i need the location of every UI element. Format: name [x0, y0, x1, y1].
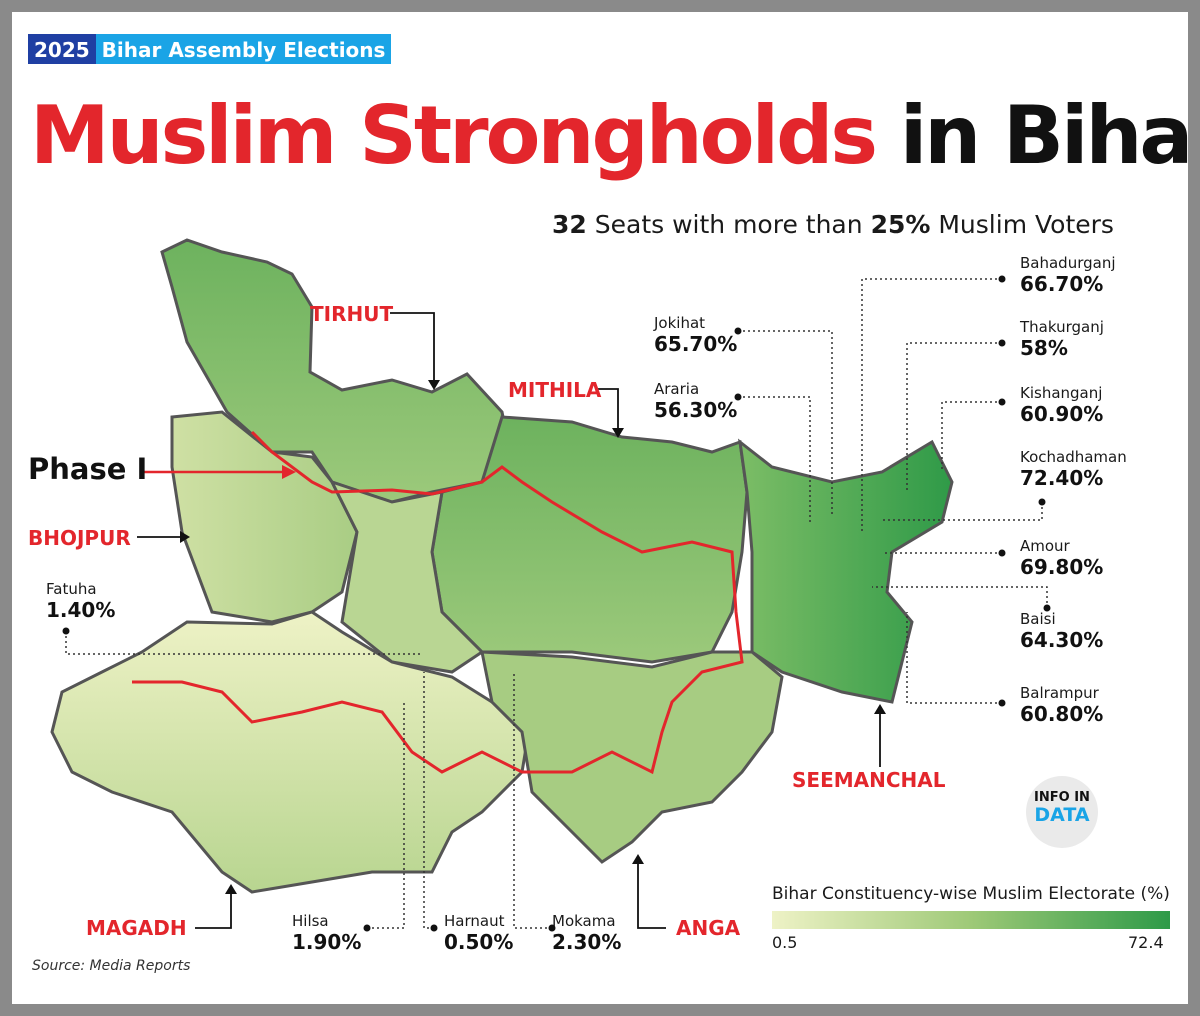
legend-title: Bihar Constituency-wise Muslim Electorat… — [772, 884, 1170, 904]
region-label-anga: ANGA — [676, 916, 741, 940]
subtitle-pct: 25% — [870, 210, 931, 239]
arrow-anga — [637, 862, 666, 929]
callout-name: Kochadhaman — [1020, 448, 1127, 466]
callout-value: 60.90% — [1020, 402, 1104, 426]
callout-name: Bahadurganj — [1020, 254, 1116, 272]
callout-araria: Araria 56.30% — [654, 380, 737, 422]
leader-thakurganj — [906, 342, 1002, 492]
logo-bottom-text: DATA — [1034, 804, 1090, 826]
anga-region — [480, 650, 784, 864]
callout-name: Kishanganj — [1020, 384, 1103, 402]
callout-mokama: Mokama 2.30% — [552, 912, 621, 954]
title-black-part: in Bihar — [899, 89, 1188, 182]
arrow-heads — [180, 380, 886, 894]
callout-value: 65.70% — [654, 332, 738, 356]
leader-fatuha — [65, 631, 422, 655]
arrow-tirhut — [390, 312, 435, 382]
callout-fatuha: Fatuha 1.40% — [46, 580, 115, 622]
callout-amour: Amour 69.80% — [1020, 537, 1103, 579]
callout-value: 56.30% — [654, 398, 738, 422]
callout-name: Balrampur — [1020, 684, 1099, 702]
badge-year: 2025 — [28, 34, 96, 64]
callout-name: Fatuha — [46, 580, 97, 598]
subtitle: 32 Seats with more than 25% Muslim Voter… — [552, 210, 1114, 239]
source-note: Source: Media Reports — [32, 958, 191, 974]
callout-kishanganj: Kishanganj 60.90% — [1020, 384, 1103, 426]
phase-label: Phase I — [28, 452, 148, 486]
subtitle-post: Muslim Voters — [938, 210, 1114, 239]
callout-harnaut: Harnaut 0.50% — [444, 912, 513, 954]
callout-name: Hilsa — [292, 912, 329, 930]
subtitle-count: 32 — [552, 210, 587, 239]
callout-bahadurganj: Bahadurganj 66.70% — [1020, 254, 1116, 296]
callout-name: Araria — [654, 380, 700, 398]
page-title: Muslim Strongholds in Bihar — [30, 86, 1188, 186]
arrow-mithila — [598, 388, 619, 430]
leader-araria — [738, 396, 811, 522]
leader-kishanganj — [941, 401, 1002, 472]
region-label-mithila: MITHILA — [508, 378, 602, 402]
callout-value: 58% — [1020, 336, 1068, 360]
callout-value: 72.40% — [1020, 466, 1104, 490]
callout-value: 66.70% — [1020, 272, 1104, 296]
leader-lines — [65, 278, 1048, 929]
leader-jokihat — [738, 330, 833, 517]
subtitle-pre: Seats with more than — [594, 210, 863, 239]
infographic-frame: 2025 Bihar Assembly Elections Muslim Str… — [12, 12, 1188, 1004]
legend-max-label: 72.4 — [1128, 933, 1164, 952]
region-arrows — [137, 312, 881, 929]
bihar-map — [50, 238, 1051, 932]
callout-thakurganj: Thakurganj 58% — [1020, 318, 1104, 360]
badge-text: Bihar Assembly Elections — [95, 34, 392, 64]
logo-top-text: INFO IN — [1034, 790, 1090, 805]
legend-color-bar — [772, 911, 1170, 929]
callout-value: 0.50% — [444, 930, 514, 954]
callout-hilsa: Hilsa 1.90% — [292, 912, 361, 954]
leader-baisi — [872, 586, 1048, 608]
leader-dots — [62, 275, 1051, 932]
callout-name: Baisi — [1020, 610, 1056, 628]
callout-name: Thakurganj — [1020, 318, 1104, 336]
callout-name: Amour — [1020, 537, 1070, 555]
region-label-magadh: MAGADH — [86, 916, 187, 940]
title-red-part: Muslim Strongholds — [30, 89, 878, 182]
seemanchal-region — [738, 438, 954, 704]
leader-balrampur — [906, 612, 1002, 704]
callout-value: 1.90% — [292, 930, 362, 954]
leader-bahadurganj — [861, 278, 1002, 532]
callout-jokihat: Jokihat 65.70% — [654, 314, 737, 356]
callout-name: Jokihat — [654, 314, 706, 332]
callout-name: Mokama — [552, 912, 616, 930]
region-label-tirhut: TIRHUT — [310, 302, 394, 326]
callout-value: 64.30% — [1020, 628, 1104, 652]
callout-value: 1.40% — [46, 598, 116, 622]
arrow-magadh — [195, 892, 232, 929]
callout-value: 69.80% — [1020, 555, 1104, 579]
region-label-seemanchal: SEEMANCHAL — [792, 768, 946, 792]
election-badge: 2025 Bihar Assembly Elections — [28, 34, 392, 64]
callout-value: 60.80% — [1020, 702, 1104, 726]
region-label-bhojpur: BHOJPUR — [28, 526, 131, 550]
leader-kochadhaman — [882, 502, 1043, 521]
callout-name: Harnaut — [444, 912, 505, 930]
callout-baisi: Baisi 64.30% — [1020, 610, 1103, 652]
phase-i-arrowhead — [282, 465, 296, 479]
leader-harnaut — [423, 672, 434, 929]
callout-balrampur: Balrampur 60.80% — [1020, 684, 1103, 726]
callout-kochadhaman: Kochadhaman 72.40% — [1020, 448, 1127, 490]
leader-hilsa — [367, 702, 405, 929]
phase-i-boundary — [132, 430, 744, 775]
info-in-data-logo: INFO IN DATA — [1026, 776, 1098, 848]
legend-min-label: 0.5 — [772, 933, 798, 952]
callout-value: 2.30% — [552, 930, 622, 954]
